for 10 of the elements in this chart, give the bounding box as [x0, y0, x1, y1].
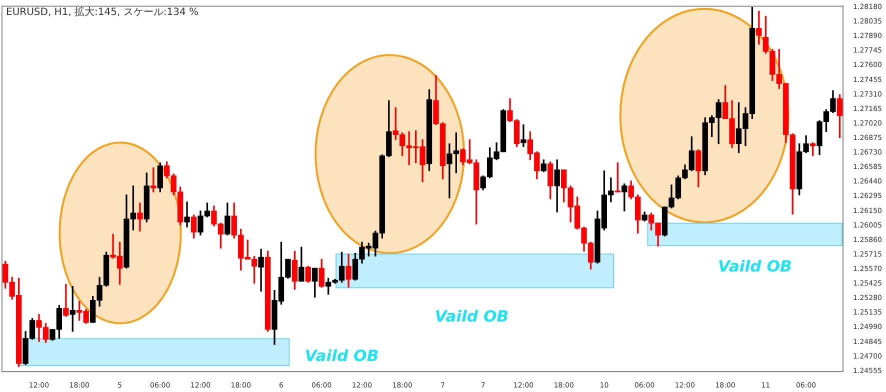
candlestick [137, 202, 143, 232]
annotation: Vaild OB [304, 347, 379, 365]
annotation: Vaild OB [434, 308, 509, 326]
annotation: Vaild OB [718, 258, 792, 276]
candlestick [184, 202, 190, 228]
candlestick [756, 10, 762, 45]
candlestick [63, 284, 69, 317]
chart-title: EURUSD, H1, 拡大:145, スケール:134 % [6, 6, 198, 19]
candlestick [520, 124, 526, 148]
candlestick [258, 248, 264, 292]
